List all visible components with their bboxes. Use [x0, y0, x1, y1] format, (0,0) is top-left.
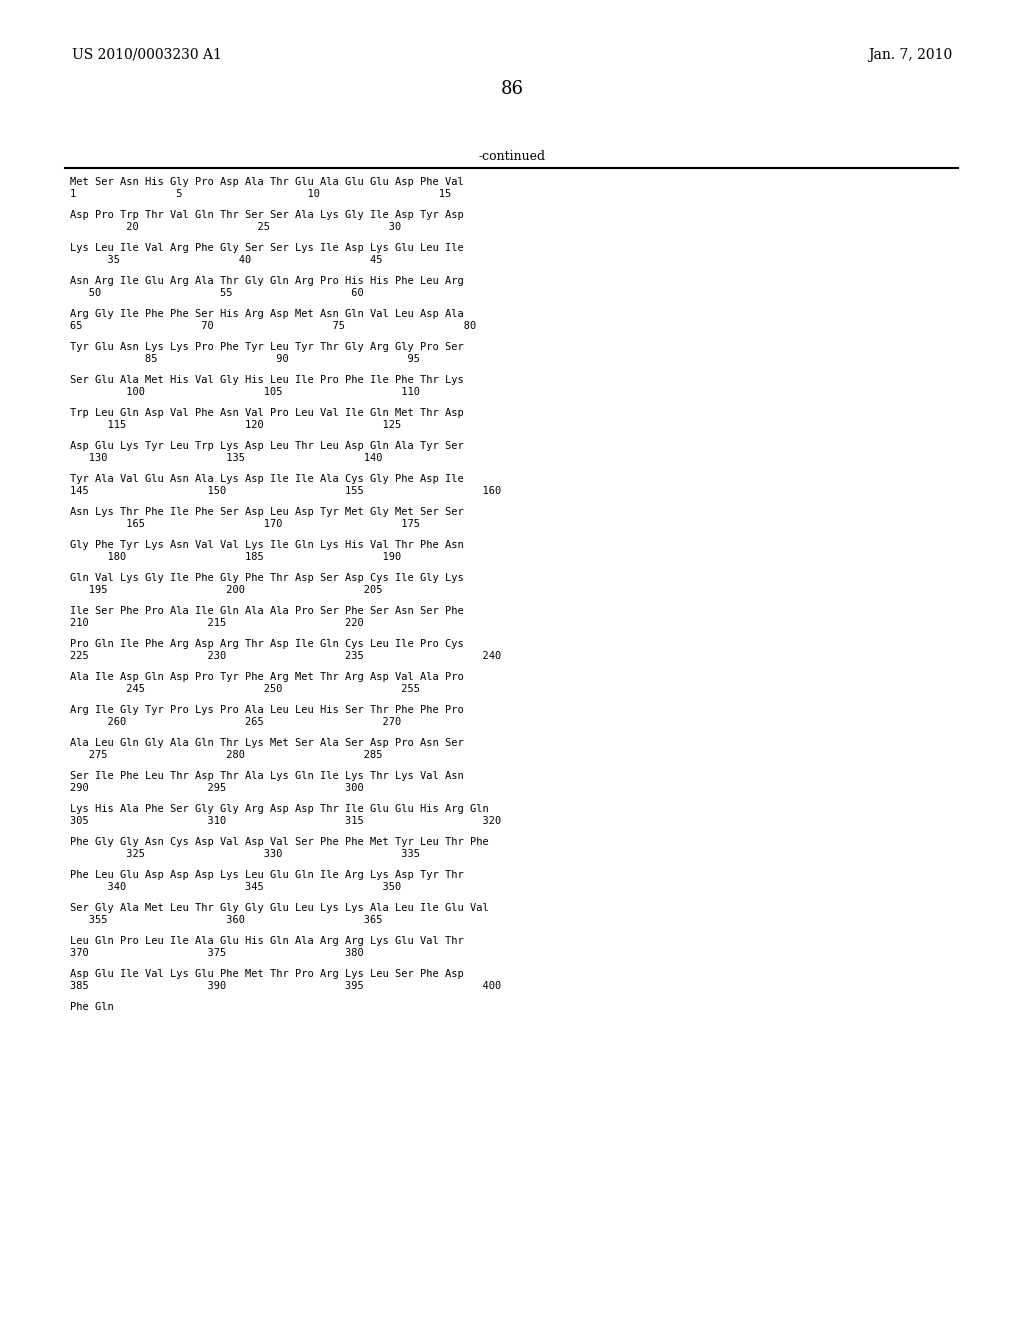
Text: 290                   295                   300: 290 295 300 [70, 783, 364, 793]
Text: Tyr Glu Asn Lys Lys Pro Phe Tyr Leu Tyr Thr Gly Arg Gly Pro Ser: Tyr Glu Asn Lys Lys Pro Phe Tyr Leu Tyr … [70, 342, 464, 352]
Text: Jan. 7, 2010: Jan. 7, 2010 [867, 48, 952, 62]
Text: Leu Gln Pro Leu Ile Ala Glu His Gln Ala Arg Arg Lys Glu Val Thr: Leu Gln Pro Leu Ile Ala Glu His Gln Ala … [70, 936, 464, 946]
Text: Ala Ile Asp Gln Asp Pro Tyr Phe Arg Met Thr Arg Asp Val Ala Pro: Ala Ile Asp Gln Asp Pro Tyr Phe Arg Met … [70, 672, 464, 682]
Text: Asp Glu Lys Tyr Leu Trp Lys Asp Leu Thr Leu Asp Gln Ala Tyr Ser: Asp Glu Lys Tyr Leu Trp Lys Asp Leu Thr … [70, 441, 464, 451]
Text: Lys Leu Ile Val Arg Phe Gly Ser Ser Lys Ile Asp Lys Glu Leu Ile: Lys Leu Ile Val Arg Phe Gly Ser Ser Lys … [70, 243, 464, 253]
Text: Gly Phe Tyr Lys Asn Val Val Lys Ile Gln Lys His Val Thr Phe Asn: Gly Phe Tyr Lys Asn Val Val Lys Ile Gln … [70, 540, 464, 550]
Text: Ile Ser Phe Pro Ala Ile Gln Ala Ala Pro Ser Phe Ser Asn Ser Phe: Ile Ser Phe Pro Ala Ile Gln Ala Ala Pro … [70, 606, 464, 616]
Text: Arg Ile Gly Tyr Pro Lys Pro Ala Leu Leu His Ser Thr Phe Phe Pro: Arg Ile Gly Tyr Pro Lys Pro Ala Leu Leu … [70, 705, 464, 715]
Text: Phe Gln: Phe Gln [70, 1002, 114, 1012]
Text: Ser Gly Ala Met Leu Thr Gly Gly Glu Leu Lys Lys Ala Leu Ile Glu Val: Ser Gly Ala Met Leu Thr Gly Gly Glu Leu … [70, 903, 488, 913]
Text: 385                   390                   395                   400: 385 390 395 400 [70, 981, 502, 991]
Text: Phe Gly Gly Asn Cys Asp Val Asp Val Ser Phe Phe Met Tyr Leu Thr Phe: Phe Gly Gly Asn Cys Asp Val Asp Val Ser … [70, 837, 488, 847]
Text: 86: 86 [501, 81, 523, 98]
Text: US 2010/0003230 A1: US 2010/0003230 A1 [72, 48, 222, 62]
Text: 85                   90                   95: 85 90 95 [70, 354, 420, 364]
Text: Pro Gln Ile Phe Arg Asp Arg Thr Asp Ile Gln Cys Leu Ile Pro Cys: Pro Gln Ile Phe Arg Asp Arg Thr Asp Ile … [70, 639, 464, 649]
Text: Arg Gly Ile Phe Phe Ser His Arg Asp Met Asn Gln Val Leu Asp Ala: Arg Gly Ile Phe Phe Ser His Arg Asp Met … [70, 309, 464, 319]
Text: 50                   55                   60: 50 55 60 [70, 288, 364, 298]
Text: 1                5                    10                   15: 1 5 10 15 [70, 189, 452, 199]
Text: 340                   345                   350: 340 345 350 [70, 882, 401, 892]
Text: Asp Pro Trp Thr Val Gln Thr Ser Ser Ala Lys Gly Ile Asp Tyr Asp: Asp Pro Trp Thr Val Gln Thr Ser Ser Ala … [70, 210, 464, 220]
Text: 370                   375                   380: 370 375 380 [70, 948, 364, 958]
Text: 65                   70                   75                   80: 65 70 75 80 [70, 321, 476, 331]
Text: Gln Val Lys Gly Ile Phe Gly Phe Thr Asp Ser Asp Cys Ile Gly Lys: Gln Val Lys Gly Ile Phe Gly Phe Thr Asp … [70, 573, 464, 583]
Text: Asn Arg Ile Glu Arg Ala Thr Gly Gln Arg Pro His His Phe Leu Arg: Asn Arg Ile Glu Arg Ala Thr Gly Gln Arg … [70, 276, 464, 286]
Text: 325                   330                   335: 325 330 335 [70, 849, 420, 859]
Text: Asp Glu Ile Val Lys Glu Phe Met Thr Pro Arg Lys Leu Ser Phe Asp: Asp Glu Ile Val Lys Glu Phe Met Thr Pro … [70, 969, 464, 979]
Text: 245                   250                   255: 245 250 255 [70, 684, 420, 694]
Text: 130                   135                   140: 130 135 140 [70, 453, 383, 463]
Text: Ala Leu Gln Gly Ala Gln Thr Lys Met Ser Ala Ser Asp Pro Asn Ser: Ala Leu Gln Gly Ala Gln Thr Lys Met Ser … [70, 738, 464, 748]
Text: Ser Glu Ala Met His Val Gly His Leu Ile Pro Phe Ile Phe Thr Lys: Ser Glu Ala Met His Val Gly His Leu Ile … [70, 375, 464, 385]
Text: 260                   265                   270: 260 265 270 [70, 717, 401, 727]
Text: Trp Leu Gln Asp Val Phe Asn Val Pro Leu Val Ile Gln Met Thr Asp: Trp Leu Gln Asp Val Phe Asn Val Pro Leu … [70, 408, 464, 418]
Text: 180                   185                   190: 180 185 190 [70, 552, 401, 562]
Text: 100                   105                   110: 100 105 110 [70, 387, 420, 397]
Text: 35                   40                   45: 35 40 45 [70, 255, 383, 265]
Text: 305                   310                   315                   320: 305 310 315 320 [70, 816, 502, 826]
Text: 165                   170                   175: 165 170 175 [70, 519, 420, 529]
Text: Ser Ile Phe Leu Thr Asp Thr Ala Lys Gln Ile Lys Thr Lys Val Asn: Ser Ile Phe Leu Thr Asp Thr Ala Lys Gln … [70, 771, 464, 781]
Text: 20                   25                   30: 20 25 30 [70, 222, 401, 232]
Text: 355                   360                   365: 355 360 365 [70, 915, 383, 925]
Text: 275                   280                   285: 275 280 285 [70, 750, 383, 760]
Text: Tyr Ala Val Glu Asn Ala Lys Asp Ile Ile Ala Cys Gly Phe Asp Ile: Tyr Ala Val Glu Asn Ala Lys Asp Ile Ile … [70, 474, 464, 484]
Text: 195                   200                   205: 195 200 205 [70, 585, 383, 595]
Text: -continued: -continued [478, 150, 546, 162]
Text: 145                   150                   155                   160: 145 150 155 160 [70, 486, 502, 496]
Text: Phe Leu Glu Asp Asp Asp Lys Leu Glu Gln Ile Arg Lys Asp Tyr Thr: Phe Leu Glu Asp Asp Asp Lys Leu Glu Gln … [70, 870, 464, 880]
Text: Asn Lys Thr Phe Ile Phe Ser Asp Leu Asp Tyr Met Gly Met Ser Ser: Asn Lys Thr Phe Ile Phe Ser Asp Leu Asp … [70, 507, 464, 517]
Text: Lys His Ala Phe Ser Gly Gly Arg Asp Asp Thr Ile Glu Glu His Arg Gln: Lys His Ala Phe Ser Gly Gly Arg Asp Asp … [70, 804, 488, 814]
Text: 225                   230                   235                   240: 225 230 235 240 [70, 651, 502, 661]
Text: 210                   215                   220: 210 215 220 [70, 618, 364, 628]
Text: Met Ser Asn His Gly Pro Asp Ala Thr Glu Ala Glu Glu Asp Phe Val: Met Ser Asn His Gly Pro Asp Ala Thr Glu … [70, 177, 464, 187]
Text: 115                   120                   125: 115 120 125 [70, 420, 401, 430]
